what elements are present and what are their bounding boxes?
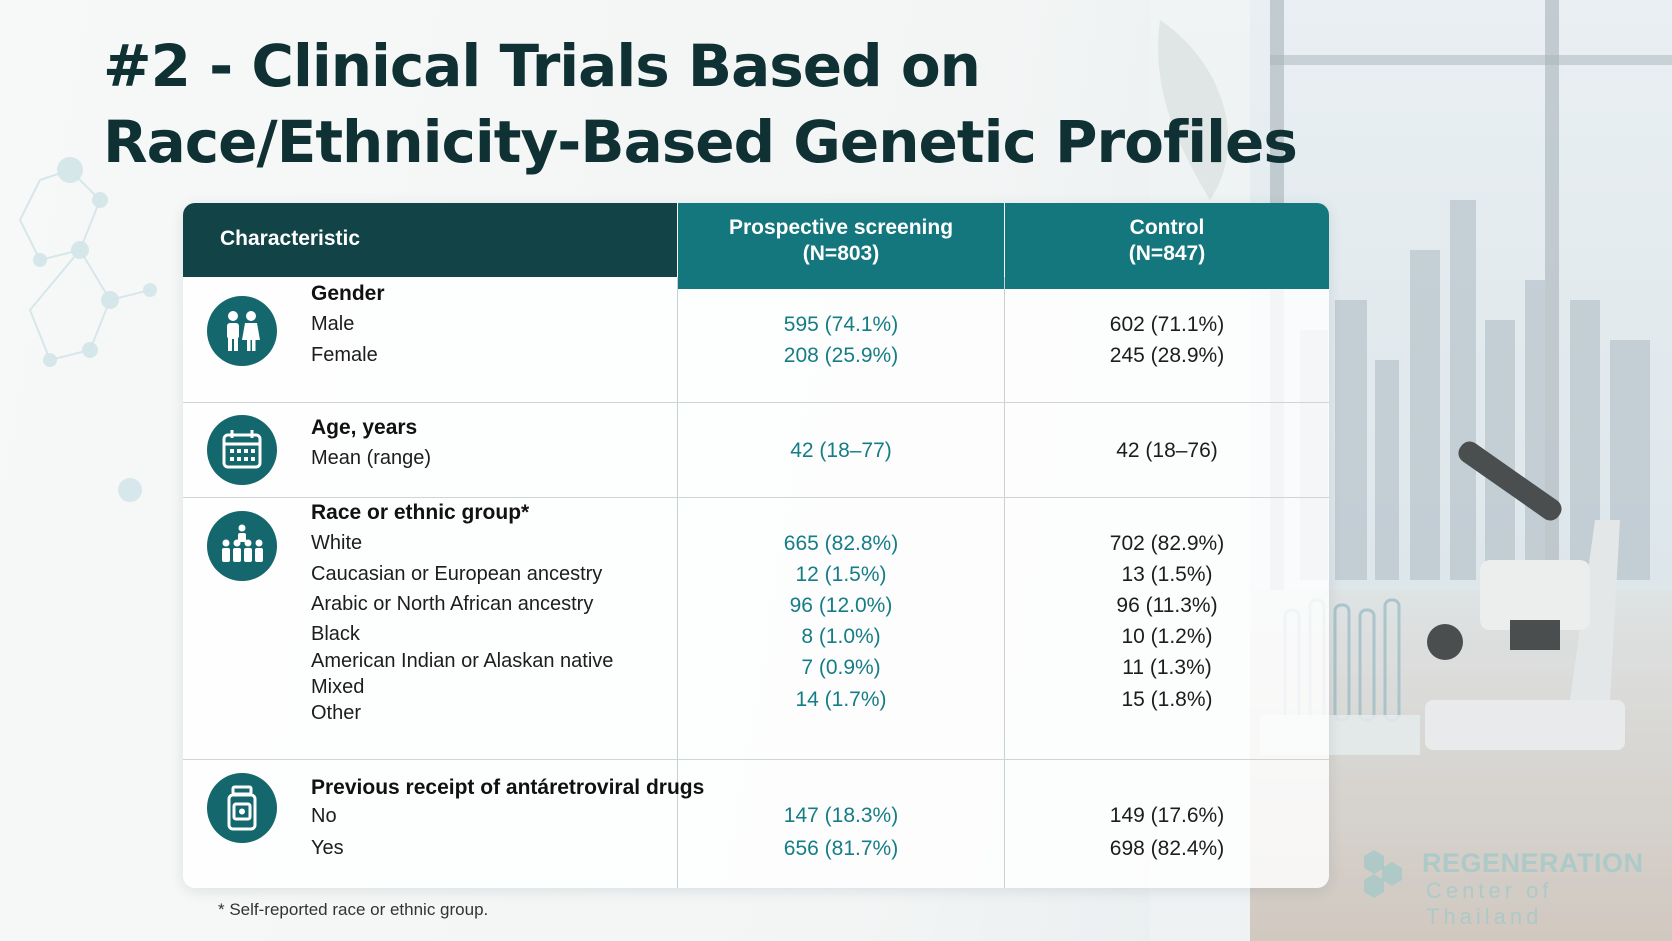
row-label: Other — [311, 702, 362, 724]
header-characteristic: Characteristic — [183, 203, 677, 277]
page-title: #2 - Clinical Trials Based on Race/Ethni… — [103, 28, 1298, 180]
header-characteristic-label: Characteristic — [220, 227, 361, 250]
section-title-gender: Gender — [311, 282, 385, 305]
header-prospective-screening: Prospective screening (N=803) — [678, 203, 1004, 289]
row-label: Mean (range) — [311, 447, 432, 469]
prospective-value: 147 (18.3%) — [783, 804, 899, 827]
control-value: 10 (1.2%) — [1121, 625, 1213, 648]
row-label: White — [311, 532, 363, 554]
column-divider — [677, 277, 678, 888]
row-label: Arabic or North African ancestry — [311, 593, 594, 615]
control-value: 245 (28.9%) — [1109, 344, 1225, 367]
molecule-decoration — [18, 157, 157, 502]
control-value: 698 (82.4%) — [1109, 837, 1225, 860]
control-value: 11 (1.3%) — [1122, 656, 1212, 679]
control-value: 15 (1.8%) — [1121, 688, 1213, 711]
hexagon-logo-icon — [1364, 850, 1402, 898]
row-label: Female — [311, 344, 378, 366]
row-label: Mixed — [311, 676, 365, 698]
section-title-antiretroviral: Previous receipt of antáretroviral drugs — [311, 776, 705, 799]
row-divider — [183, 402, 1329, 403]
header-prospective-n: (N=803) — [802, 242, 880, 265]
row-label: Yes — [311, 837, 344, 859]
row-label: American Indian or Alaskan native — [311, 650, 614, 672]
title-line-1: #2 - Clinical Trials Based on — [103, 32, 981, 100]
row-divider — [183, 497, 1329, 498]
group-icon — [207, 511, 277, 581]
prospective-value: 595 (74.1%) — [783, 313, 899, 336]
prospective-value: 656 (81.7%) — [783, 837, 899, 860]
prospective-value: 14 (1.7%) — [795, 688, 887, 711]
header-prospective-label: Prospective screening — [728, 216, 954, 239]
prospective-value: 8 (1.0%) — [801, 625, 881, 648]
prospective-value: 208 (25.9%) — [783, 344, 899, 367]
prospective-value: 42 (18–77) — [790, 439, 892, 462]
medicine-bottle-icon — [207, 773, 277, 843]
header-control-label: Control — [1129, 216, 1205, 239]
characteristics-table: Characteristic Prospective screening (N=… — [183, 203, 1329, 888]
prospective-value: 665 (82.8%) — [783, 532, 899, 555]
control-value: 702 (82.9%) — [1109, 532, 1225, 555]
row-divider — [183, 759, 1329, 760]
prospective-value: 96 (12.0%) — [789, 594, 893, 617]
row-label: Caucasian or European ancestry — [311, 563, 603, 585]
prospective-value: 12 (1.5%) — [795, 563, 887, 586]
control-value: 42 (18–76) — [1116, 439, 1218, 462]
logo-line-2: Center of Thailand — [1426, 878, 1553, 929]
title-line-2: Race/Ethnicity-Based Genetic Profiles — [103, 108, 1298, 176]
header-control: Control (N=847) — [1005, 203, 1329, 289]
control-value: 96 (11.3%) — [1116, 594, 1218, 617]
prospective-value: 7 (0.9%) — [801, 656, 881, 679]
row-label: Male — [311, 313, 355, 335]
row-label: Black — [311, 623, 360, 645]
row-label: No — [311, 805, 337, 827]
column-divider — [1004, 277, 1005, 888]
control-value: 13 (1.5%) — [1121, 563, 1213, 586]
control-value: 602 (71.1%) — [1109, 313, 1225, 336]
calendar-icon — [207, 415, 277, 485]
section-title-race: Race or ethnic group* — [311, 501, 530, 524]
control-value: 149 (17.6%) — [1109, 804, 1225, 827]
section-title-age: Age, years — [311, 416, 418, 439]
header-control-n: (N=847) — [1128, 242, 1206, 265]
footnote: * Self-reported race or ethnic group. — [218, 900, 489, 919]
people-icon — [207, 296, 277, 366]
regeneration-center-logo: REGENERATION Center of Thailand — [1362, 848, 1643, 929]
logo-line-1: REGENERATION — [1422, 848, 1644, 878]
